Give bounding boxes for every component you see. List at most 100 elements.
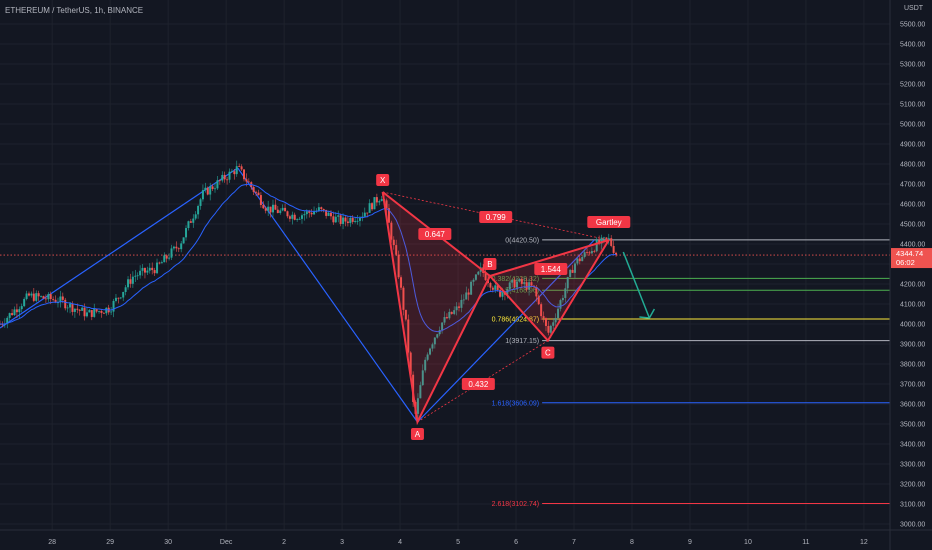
candle-body xyxy=(460,299,463,308)
pattern-point-label-bg xyxy=(541,346,555,359)
candle-body xyxy=(303,214,306,216)
candle-body xyxy=(88,310,91,313)
time-tick-label: 6 xyxy=(514,539,518,546)
candle-body xyxy=(93,308,96,317)
candle-body xyxy=(535,286,538,297)
price-tick-label: 3800.00 xyxy=(900,362,925,369)
candle-body xyxy=(402,287,405,310)
time-tick-label: 12 xyxy=(860,539,868,546)
pattern-point-label-bg xyxy=(376,174,390,186)
candle-body xyxy=(356,220,359,222)
candle-body xyxy=(252,187,255,192)
candle-body xyxy=(49,294,52,300)
candle-body xyxy=(105,307,108,314)
candle-body xyxy=(346,221,349,224)
candle-body xyxy=(180,243,183,250)
price-tick-label: 5200.00 xyxy=(900,82,925,89)
candle-body xyxy=(561,297,564,301)
candle-body xyxy=(549,325,552,333)
candle-body xyxy=(271,204,274,213)
candle-body xyxy=(416,398,419,414)
candle-body xyxy=(438,330,441,335)
candle-body xyxy=(64,299,67,309)
candle-body xyxy=(515,281,518,288)
candle-body xyxy=(243,169,246,180)
candle-body xyxy=(554,318,557,323)
candle-body xyxy=(143,267,146,273)
candle-body xyxy=(363,212,366,217)
candle-body xyxy=(83,307,86,317)
price-tick-label: 3200.00 xyxy=(900,482,925,489)
candle-body xyxy=(293,214,296,220)
candle-body xyxy=(552,322,555,326)
candle-body xyxy=(583,252,586,258)
candle-body xyxy=(445,317,448,319)
candle-body xyxy=(310,212,313,215)
candle-body xyxy=(226,179,229,181)
candle-body xyxy=(131,276,134,284)
candle-body xyxy=(288,216,291,219)
candle-body xyxy=(506,289,509,295)
candle-body xyxy=(441,322,444,331)
pattern-ratio-label: 1.544 xyxy=(541,265,562,274)
candle-body xyxy=(192,218,195,223)
time-axis[interactable]: 28 29 30 Dec 2 3 4 5 6 7 8 9 10 11 12 xyxy=(0,529,932,546)
candle-body xyxy=(30,293,33,296)
candle-body xyxy=(337,215,340,217)
candle-body xyxy=(569,269,572,278)
candle-body xyxy=(153,270,156,274)
price-axis[interactable]: 3000.00 3100.00 3200.00 3300.00 3400.00 3500.… xyxy=(889,0,932,550)
time-tick-label: 3 xyxy=(340,539,344,546)
candle-body xyxy=(269,206,272,213)
candle-body xyxy=(334,216,337,223)
fib-level-label: 2.618(3102.74) xyxy=(492,501,539,508)
candle-body xyxy=(385,200,388,209)
candle-body xyxy=(378,201,381,203)
current-price-value: 4344.74 xyxy=(896,249,923,258)
candle-body xyxy=(52,299,55,300)
candle-body xyxy=(557,308,560,319)
candle-body xyxy=(598,239,601,244)
time-tick-label: 9 xyxy=(688,539,692,546)
candle-body xyxy=(163,255,166,263)
candle-body xyxy=(325,209,328,216)
candle-body xyxy=(358,217,361,221)
candle-body xyxy=(27,293,30,296)
time-tick-label: 4 xyxy=(398,539,402,546)
candle-body xyxy=(470,281,473,295)
candle-body xyxy=(230,171,233,173)
candle-body xyxy=(81,307,84,311)
candle-body xyxy=(95,308,98,312)
candle-body xyxy=(129,279,132,284)
candle-body xyxy=(308,211,311,213)
price-tick-label: 4900.00 xyxy=(900,142,925,149)
candle-body xyxy=(122,291,125,298)
candle-body xyxy=(484,272,487,281)
pattern-point-label-bg xyxy=(483,258,497,270)
candle-body xyxy=(409,352,412,375)
price-tick-label: 4500.00 xyxy=(900,222,925,229)
chart-grid xyxy=(0,0,890,530)
candle-body xyxy=(472,279,475,282)
candle-body xyxy=(141,267,144,271)
candle-body xyxy=(201,190,204,200)
candle-body xyxy=(349,217,352,224)
candle-body xyxy=(90,310,93,317)
candle-body xyxy=(602,237,605,239)
candle-body xyxy=(209,186,212,195)
candle-body xyxy=(139,270,142,276)
harmonic-pattern xyxy=(381,191,656,426)
candle-body xyxy=(85,312,88,317)
candle-body xyxy=(47,294,50,300)
candle-body xyxy=(351,217,354,222)
candle-body xyxy=(233,171,236,175)
candle-body xyxy=(429,348,432,355)
time-tick-label: 5 xyxy=(456,539,460,546)
candle-body xyxy=(40,296,43,297)
candle-body xyxy=(373,197,376,210)
currency-label: USDT xyxy=(904,5,924,12)
candle-body xyxy=(151,267,154,271)
time-tick-label: 29 xyxy=(106,539,114,546)
candle-body xyxy=(281,207,284,211)
